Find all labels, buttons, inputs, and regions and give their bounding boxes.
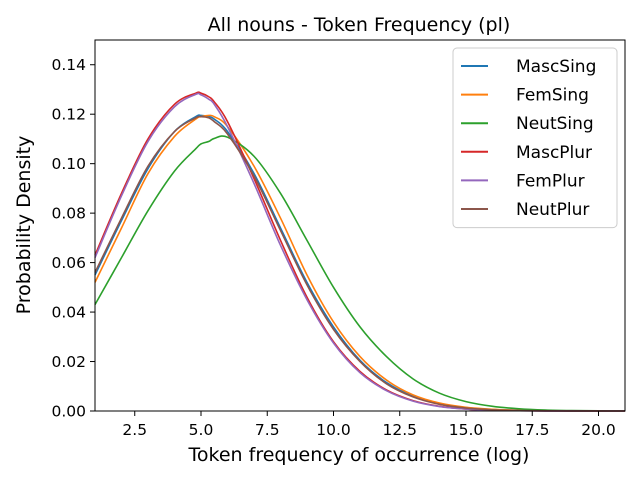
x-tick-label: 15.0: [449, 421, 484, 439]
y-axis: 0.00 0.02 0.04 0.06 0.08 0.10 0.12 0.14: [51, 56, 95, 421]
y-tick-label: 0.04: [51, 304, 86, 322]
x-tick-label: 17.5: [515, 421, 550, 439]
y-tick-label: 0.00: [51, 403, 86, 421]
legend-label-neutsing: NeutSing: [516, 114, 594, 134]
legend-box: [452, 47, 618, 229]
x-tick-label: 12.5: [382, 421, 417, 439]
x-axis: 2.5 5.0 7.5 10.0 12.5 15.0 17.5 20.0: [122, 411, 616, 439]
x-tick-label: 5.0: [189, 421, 214, 439]
x-tick-label: 10.0: [316, 421, 351, 439]
y-tick-label: 0.10: [51, 155, 86, 173]
series-line-neutsing: [94, 135, 626, 412]
x-axis-label: Token frequency of occurrence (log): [188, 444, 530, 466]
y-tick-label: 0.06: [51, 254, 86, 272]
legend-label-mascplur: MascPlur: [516, 143, 592, 163]
x-tick-label: 20.0: [581, 421, 616, 439]
y-axis-label: Probability Density: [13, 136, 35, 315]
legend-label-femsing: FemSing: [516, 86, 589, 106]
x-tick-label: 7.5: [255, 421, 280, 439]
x-tick-label: 2.5: [122, 421, 147, 439]
plot-area-frame: [94, 39, 626, 412]
chart-title: All nouns - Token Frequency (pl): [208, 14, 511, 36]
y-tick-label: 0.14: [51, 56, 86, 74]
y-tick-label: 0.12: [51, 106, 86, 124]
y-tick-label: 0.02: [51, 353, 86, 371]
legend-label-femplur: FemPlur: [516, 171, 585, 191]
y-tick-label: 0.08: [51, 205, 86, 223]
legend: MascSing FemSing NeutSing MascPlur FemPlur Ne…: [452, 47, 618, 229]
series-lines: [94, 91, 626, 412]
legend-label-mascsing: MascSing: [516, 57, 596, 77]
legend-label-neutplur: NeutPlur: [516, 200, 589, 220]
